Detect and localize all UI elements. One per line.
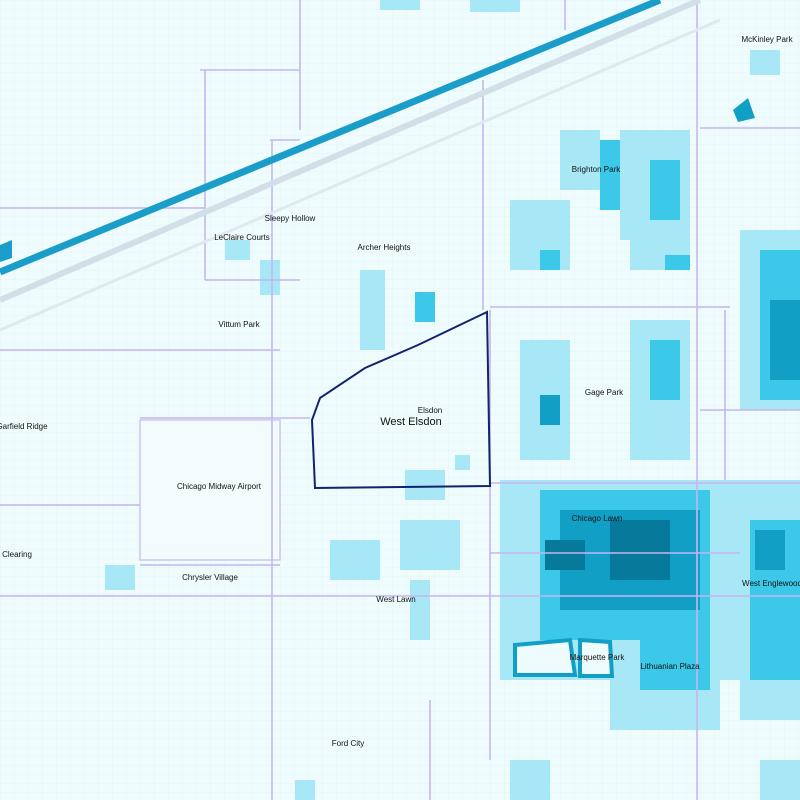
place-label: Brighton Park [572,165,621,174]
place-label: Elsdon [418,406,442,415]
pond [578,637,615,678]
density-blocks [105,0,800,800]
airport [139,419,281,561]
place-label: Garfield Ridge [0,422,48,431]
place-label: Chicago Midway Airport [177,482,262,491]
place-label: Chicago Lawn [572,514,623,523]
canal [0,240,12,262]
selected-boundary [310,310,492,490]
place-label: Gage Park [585,388,624,397]
place-label-selected: West Elsdon [380,416,442,428]
pond [513,637,578,677]
place-label: West Lawn [376,595,415,604]
place-label: Ford City [332,739,364,748]
place-label: Archer Heights [358,243,411,252]
labels: McKinley Park Brighton Park Sleepy Hollo… [0,35,800,748]
canal [0,0,662,276]
place-label: West Englewood [742,579,800,588]
place-label: LeClaire Courts [214,233,270,242]
place-label: Marquette Park [570,653,626,662]
place-label: Chrysler Village [182,573,238,582]
place-label: Lithuanian Plaza [640,662,700,671]
place-label: Vittum Park [218,320,260,329]
place-label: Clearing [2,550,32,559]
place-label: McKinley Park [741,35,793,44]
place-label: Sleepy Hollow [265,214,316,223]
